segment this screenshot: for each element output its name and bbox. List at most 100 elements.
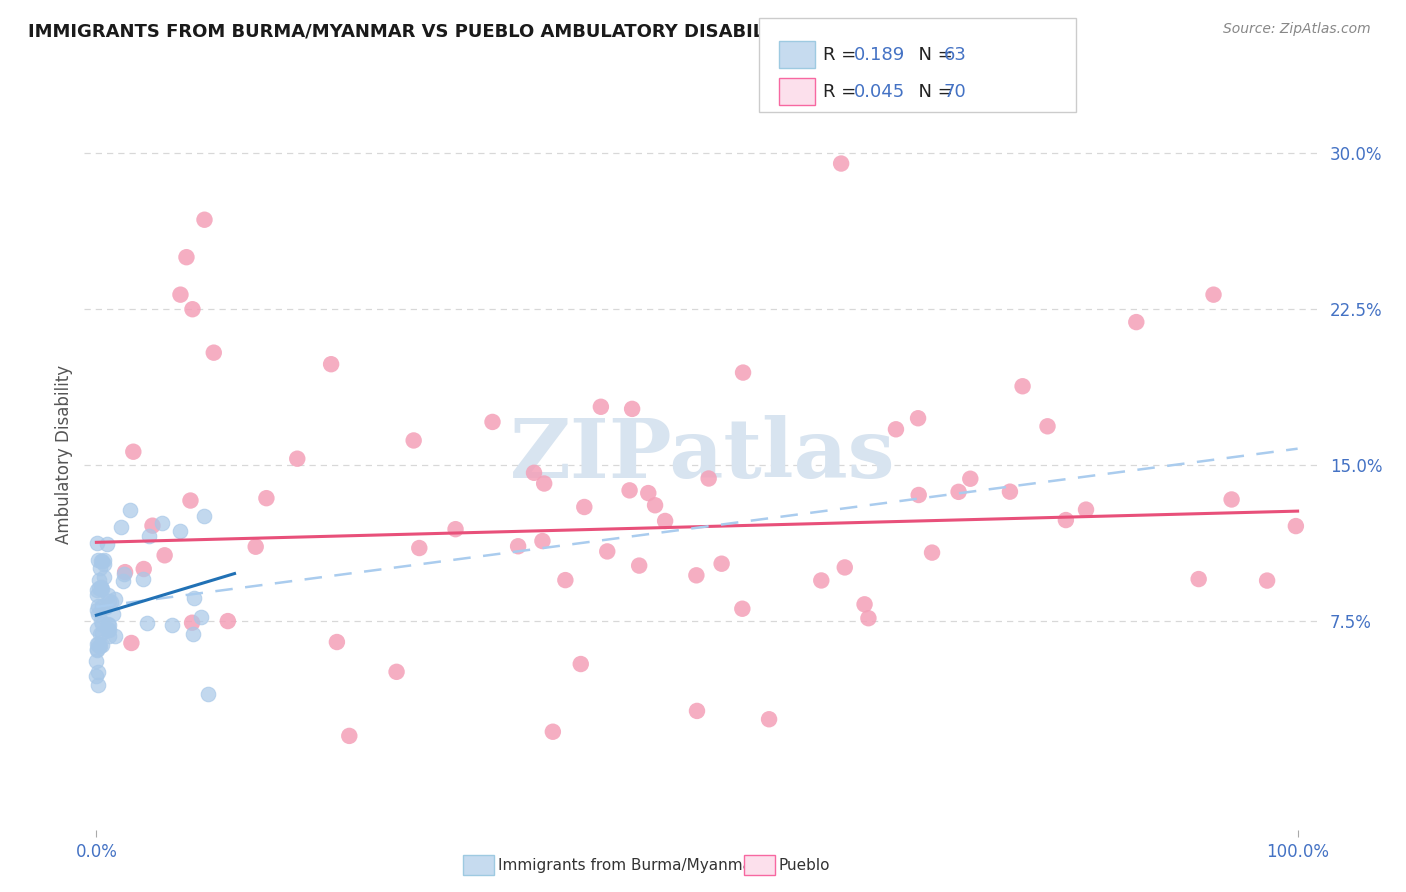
Point [907, 488, 929, 502]
Point [758, 712, 780, 726]
Point [150, 516, 173, 530]
Point [93, 553, 115, 567]
Point [98, 618, 121, 632]
Point [1036, 419, 1059, 434]
Point [508, 539, 530, 553]
Point [731, 366, 754, 380]
Point [621, 401, 644, 416]
Text: N =: N = [907, 45, 959, 63]
Point [853, 597, 876, 611]
Point [619, 483, 641, 498]
Point [98, 594, 121, 608]
Point [710, 557, 733, 571]
Point [101, 607, 124, 621]
Point [402, 434, 425, 448]
Point [89, 561, 111, 575]
Point [217, 614, 239, 628]
Point [337, 729, 360, 743]
Point [1220, 492, 1243, 507]
Point [569, 657, 592, 671]
Point [87, 636, 110, 650]
Point [87, 665, 110, 680]
Point [202, 345, 225, 359]
Point [686, 704, 709, 718]
Point [1256, 574, 1278, 588]
Point [959, 472, 981, 486]
Point [120, 636, 142, 650]
Point [90, 554, 112, 568]
Point [444, 522, 467, 536]
Point [533, 476, 555, 491]
Y-axis label: Ambulatory Disability: Ambulatory Disability [55, 366, 73, 544]
Point [86, 637, 108, 651]
Point [87, 553, 110, 567]
Point [181, 302, 204, 317]
Point [245, 540, 267, 554]
Point [884, 422, 907, 436]
Point [132, 572, 155, 586]
Point [481, 415, 503, 429]
Point [104, 629, 127, 643]
Point [110, 520, 132, 534]
Text: 63: 63 [943, 45, 966, 63]
Text: R =: R = [823, 45, 862, 63]
Point [523, 466, 546, 480]
Text: IMMIGRANTS FROM BURMA/MYANMAR VS PUEBLO AMBULATORY DISABILITY CORRELATION CHART: IMMIGRANTS FROM BURMA/MYANMAR VS PUEBLO … [28, 22, 1018, 40]
Point [531, 534, 554, 549]
Point [96, 537, 118, 551]
Point [86, 582, 108, 597]
Point [179, 493, 201, 508]
Text: Immigrants from Burma/Myanmar: Immigrants from Burma/Myanmar [498, 858, 758, 872]
Point [90, 582, 112, 597]
Point [86, 603, 108, 617]
Point [86, 588, 108, 602]
Point [254, 491, 277, 506]
Point [858, 611, 880, 625]
Point [90, 580, 112, 594]
Point [97, 616, 120, 631]
Point [385, 665, 408, 679]
Point [834, 560, 856, 574]
Point [91, 599, 114, 613]
Point [408, 541, 430, 555]
Point [90, 614, 112, 628]
Point [1074, 502, 1097, 516]
Point [97, 628, 120, 642]
Point [90, 582, 112, 596]
Point [90, 626, 112, 640]
Point [100, 595, 122, 609]
Point [1285, 519, 1308, 533]
Point [321, 357, 343, 371]
Point [1054, 513, 1077, 527]
Point [685, 568, 707, 582]
Point [190, 610, 212, 624]
Point [153, 549, 176, 563]
Point [1125, 315, 1147, 329]
Point [112, 567, 135, 582]
Point [96, 599, 118, 614]
Point [326, 635, 349, 649]
Point [86, 668, 108, 682]
Text: ZIPatlas: ZIPatlas [510, 415, 896, 495]
Point [183, 591, 205, 606]
Text: N =: N = [907, 83, 959, 101]
Point [998, 484, 1021, 499]
Point [574, 500, 596, 514]
Text: 0.045: 0.045 [853, 83, 904, 101]
Text: Pueblo: Pueblo [779, 858, 831, 872]
Point [87, 581, 110, 595]
Point [87, 599, 110, 614]
Point [1202, 287, 1225, 301]
Point [637, 486, 659, 500]
Point [541, 724, 564, 739]
Point [104, 592, 127, 607]
Point [697, 471, 720, 485]
Point [97, 623, 120, 637]
Point [111, 574, 134, 588]
Text: 0.189: 0.189 [853, 45, 904, 63]
Point [181, 615, 204, 630]
Point [644, 498, 666, 512]
Point [86, 654, 108, 668]
Text: R =: R = [823, 83, 862, 101]
Point [93, 570, 115, 584]
